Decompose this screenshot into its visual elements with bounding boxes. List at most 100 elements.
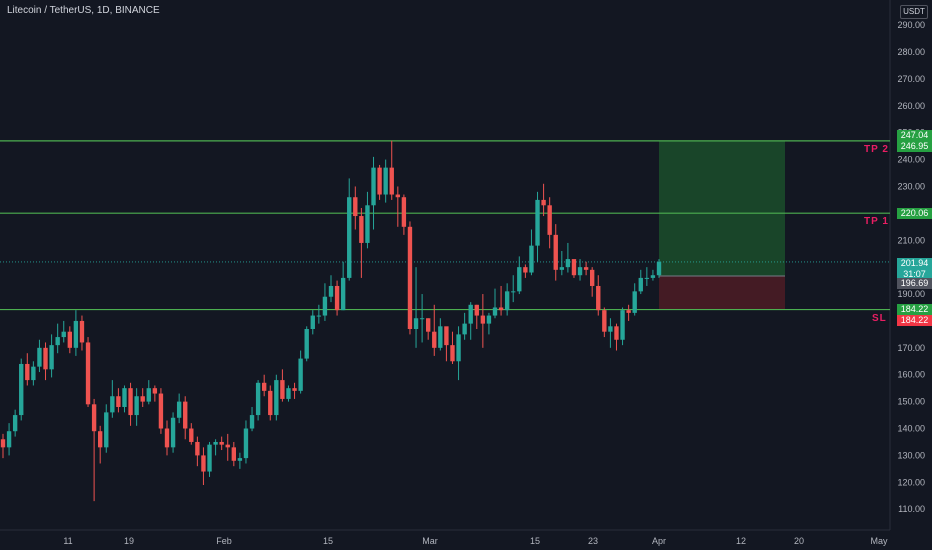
x-tick-label: 15 (530, 536, 540, 546)
y-tick-label: 190.00 (897, 289, 925, 299)
candle-body (73, 320, 79, 348)
candle-body (219, 441, 224, 445)
candle-body (97, 431, 103, 448)
x-tick-label: 11 (63, 536, 72, 546)
candle-body (565, 259, 571, 268)
y-tick-label: 150.00 (897, 397, 925, 407)
currency-selector[interactable]: USDT (900, 5, 928, 19)
candle-body (183, 401, 188, 429)
candle-body (49, 345, 54, 370)
sl-label: SL (872, 313, 887, 324)
candle-body (511, 291, 516, 293)
price-badge: 201.94 (897, 257, 932, 269)
x-tick-label: 19 (124, 536, 134, 546)
candle-body (656, 261, 662, 276)
candle-body (444, 326, 449, 346)
candle-body (577, 267, 583, 276)
candle-body (480, 315, 486, 324)
y-tick-label: 210.00 (897, 235, 925, 245)
candle-body (37, 347, 42, 367)
candle-body (541, 199, 546, 206)
candle-body (353, 197, 358, 217)
candle-body (31, 366, 36, 381)
candle-body (122, 388, 127, 407)
candle-body (110, 396, 115, 413)
x-tick-label: 20 (794, 536, 804, 546)
candle-body (432, 331, 437, 348)
candle-body (377, 167, 382, 195)
stop-zone (659, 276, 785, 310)
candle-body (322, 296, 328, 316)
price-badge: 31:07 (897, 268, 932, 280)
candle-body (116, 396, 121, 407)
candle-body (589, 269, 595, 286)
candle-body (644, 277, 650, 279)
tp2-label: TP 2 (864, 144, 889, 155)
candle-body (304, 329, 309, 359)
candle-body (6, 431, 12, 448)
candle-body (91, 404, 97, 432)
candle-body (268, 390, 273, 416)
candle-body (529, 245, 534, 273)
y-tick-label: 280.00 (897, 47, 925, 57)
candle-body (104, 412, 109, 448)
y-tick-label: 170.00 (897, 343, 925, 353)
candle-body (0, 439, 6, 448)
candle-body (365, 205, 370, 243)
candle-body (12, 415, 18, 432)
candle-body (626, 310, 631, 313)
candle-body (140, 396, 145, 402)
price-badge: 246.95 (897, 140, 932, 152)
y-tick-label: 270.00 (897, 74, 925, 84)
candle-body (19, 363, 24, 416)
candle-body (334, 285, 340, 311)
candle-body (359, 216, 364, 243)
y-tick-label: 290.00 (897, 20, 925, 30)
candle-body (504, 291, 510, 311)
candle-body (620, 310, 625, 340)
candle-body (249, 415, 255, 429)
candle-body (438, 326, 443, 348)
candle-body (559, 267, 565, 270)
candle-body (195, 441, 200, 456)
candle-body (535, 199, 540, 246)
candle-body (243, 428, 249, 459)
tp1-label: TP 1 (864, 216, 889, 227)
x-tick-label: Feb (216, 536, 232, 546)
candle-body (486, 315, 492, 324)
candle-body (596, 285, 601, 311)
candle-body (152, 388, 158, 394)
candle-body (638, 277, 643, 292)
candle-body (547, 205, 552, 235)
candle-body (340, 277, 346, 311)
candle-body (395, 194, 401, 198)
candle-body (158, 393, 164, 429)
candle-body (407, 226, 413, 330)
x-tick-label: 12 (736, 536, 746, 546)
price-badge: 196.69 (897, 277, 932, 289)
candle-body (67, 331, 73, 348)
candle-body (164, 428, 170, 448)
x-tick-label: Mar (422, 536, 438, 546)
candle-body (280, 380, 285, 399)
candle-body (231, 447, 237, 461)
y-tick-label: 120.00 (897, 477, 925, 487)
candle-body (25, 363, 30, 381)
candle-body (523, 267, 528, 273)
y-tick-label: 130.00 (897, 450, 925, 460)
x-tick-label: Apr (652, 536, 666, 546)
candle-body (237, 458, 243, 461)
chart-title: Litecoin / TetherUS, 1D, BINANCE (7, 5, 160, 16)
candle-body (571, 259, 577, 276)
candle-body (43, 347, 48, 370)
candle-body (146, 388, 151, 402)
candle-body (298, 358, 303, 391)
candle-body (517, 267, 522, 292)
candle-body (128, 388, 133, 416)
candle-body (456, 334, 461, 362)
candle-body (286, 388, 291, 399)
candle-body (371, 167, 376, 206)
candle-body (492, 307, 498, 316)
candle-body (383, 167, 388, 195)
